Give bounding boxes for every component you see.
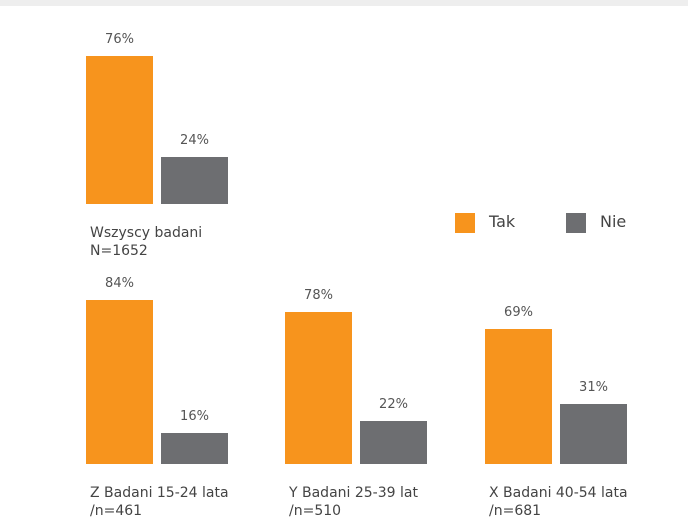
legend-label: Tak bbox=[489, 212, 516, 231]
legend-label: Nie bbox=[600, 212, 627, 231]
value-label: 22% bbox=[379, 397, 408, 413]
legend-swatch bbox=[566, 213, 586, 233]
bar bbox=[86, 55, 153, 204]
value-label: 78% bbox=[304, 287, 333, 303]
bar bbox=[485, 329, 552, 464]
top-bar bbox=[0, 0, 688, 6]
category-label: Y Badani 25-39 lat /n=510 bbox=[289, 485, 418, 519]
bar bbox=[86, 300, 153, 464]
category-label: Z Badani 15-24 lata /n=461 bbox=[90, 485, 229, 519]
category-label: X Badani 40-54 lata /n=681 bbox=[489, 485, 628, 519]
bar bbox=[161, 157, 228, 204]
legend-swatch bbox=[455, 213, 475, 233]
value-label: 16% bbox=[180, 408, 209, 424]
bar bbox=[360, 421, 427, 464]
value-label: 84% bbox=[105, 276, 134, 292]
value-label: 24% bbox=[180, 133, 209, 149]
bar bbox=[560, 403, 627, 464]
category-label: Wszyscy badani N=1652 bbox=[90, 225, 203, 259]
value-label: 76% bbox=[105, 31, 134, 47]
bar bbox=[161, 432, 228, 464]
value-label: 69% bbox=[504, 305, 533, 321]
value-label: 31% bbox=[579, 379, 608, 395]
bar bbox=[285, 311, 352, 464]
